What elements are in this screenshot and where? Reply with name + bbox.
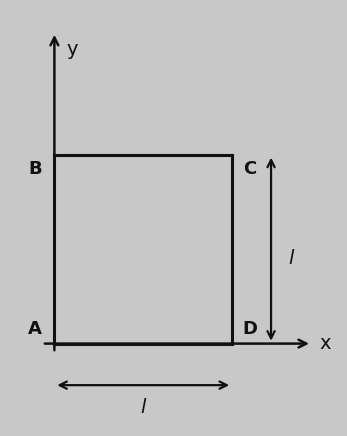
Text: C: C: [243, 160, 256, 178]
Text: x: x: [319, 334, 330, 353]
Text: D: D: [243, 320, 257, 338]
Text: B: B: [28, 160, 42, 178]
Text: l: l: [289, 249, 294, 268]
Text: A: A: [28, 320, 42, 338]
Text: y: y: [67, 40, 78, 58]
Text: l: l: [141, 399, 146, 417]
